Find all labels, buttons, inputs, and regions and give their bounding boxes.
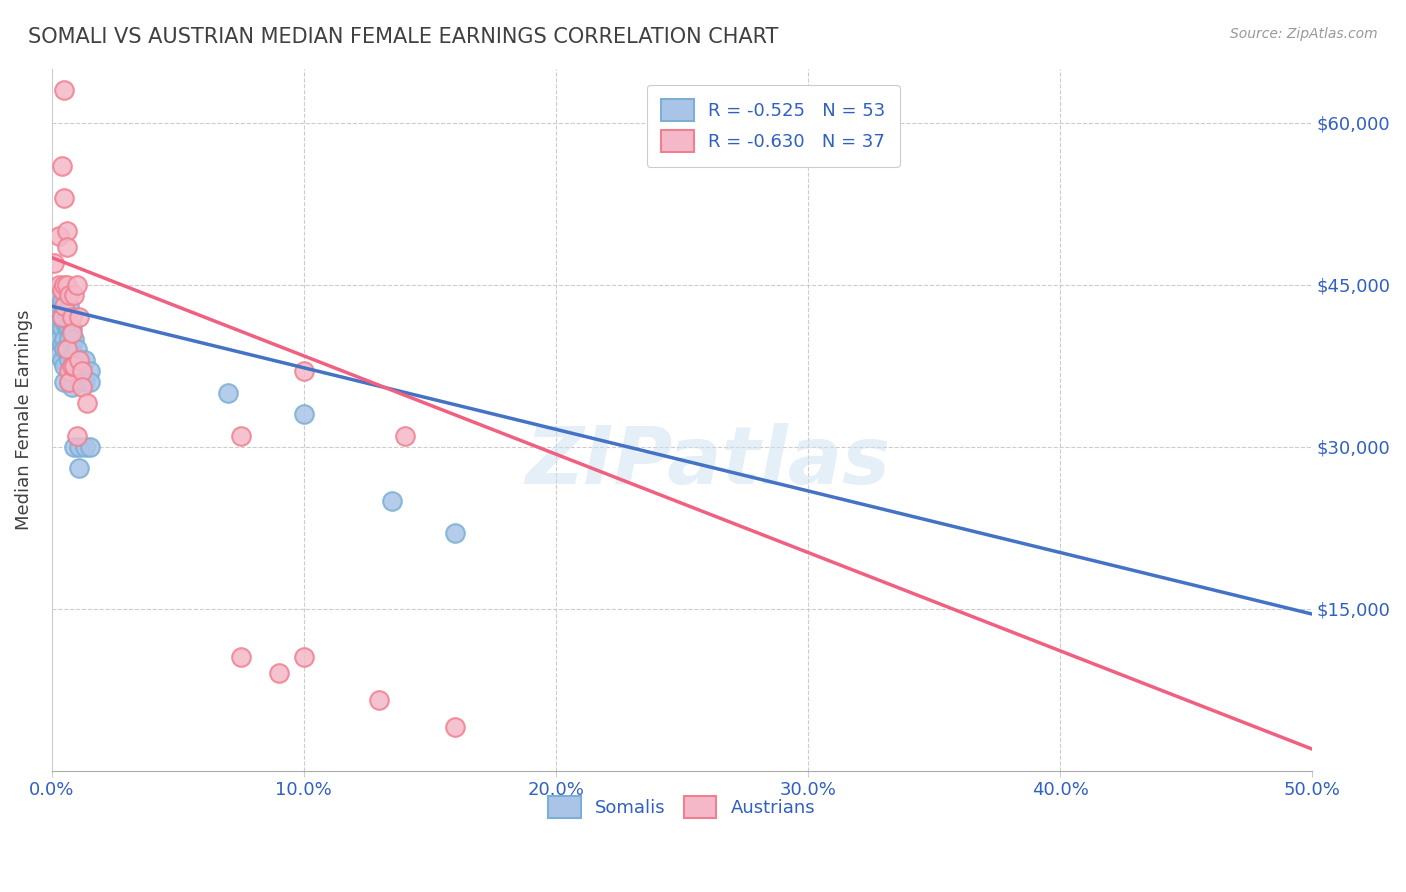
- Point: [79, 375, 101, 389]
- Point: [51, 310, 73, 324]
- Point: [69, 375, 91, 389]
- Point: [45, 283, 67, 297]
- Point: [63, 364, 86, 378]
- Point: [394, 429, 416, 443]
- Point: [217, 385, 239, 400]
- Point: [63, 332, 86, 346]
- Point: [66, 343, 89, 357]
- Point: [53, 359, 76, 373]
- Point: [368, 693, 391, 707]
- Point: [56, 343, 79, 357]
- Point: [58, 364, 80, 378]
- Point: [45, 299, 67, 313]
- Point: [51, 353, 73, 368]
- Point: [58, 353, 80, 368]
- Point: [66, 364, 89, 378]
- Point: [53, 332, 76, 346]
- Point: [48, 332, 70, 346]
- Point: [79, 364, 101, 378]
- Point: [58, 375, 80, 389]
- Point: [69, 461, 91, 475]
- Point: [292, 364, 315, 378]
- Point: [444, 721, 467, 735]
- Point: [45, 320, 67, 334]
- Point: [56, 304, 79, 318]
- Point: [58, 299, 80, 313]
- Point: [63, 348, 86, 362]
- Point: [63, 288, 86, 302]
- Point: [60, 326, 83, 341]
- Point: [66, 277, 89, 292]
- Point: [53, 315, 76, 329]
- Point: [44, 332, 66, 346]
- Point: [70, 364, 93, 378]
- Point: [69, 364, 91, 378]
- Point: [69, 310, 91, 324]
- Point: [229, 429, 252, 443]
- Point: [60, 310, 83, 324]
- Point: [73, 440, 96, 454]
- Text: SOMALI VS AUSTRIAN MEDIAN FEMALE EARNINGS CORRELATION CHART: SOMALI VS AUSTRIAN MEDIAN FEMALE EARNING…: [28, 27, 779, 46]
- Point: [292, 407, 315, 421]
- Point: [60, 320, 83, 334]
- Point: [48, 288, 70, 302]
- Point: [56, 240, 79, 254]
- Point: [444, 526, 467, 541]
- Point: [56, 320, 79, 334]
- Point: [58, 320, 80, 334]
- Point: [53, 277, 76, 292]
- Point: [56, 343, 79, 357]
- Point: [60, 359, 83, 373]
- Point: [63, 440, 86, 454]
- Point: [60, 380, 83, 394]
- Y-axis label: Median Female Earnings: Median Female Earnings: [15, 310, 32, 530]
- Point: [56, 223, 79, 237]
- Point: [48, 229, 70, 244]
- Text: ZIPatlas: ZIPatlas: [524, 423, 890, 500]
- Point: [63, 359, 86, 373]
- Point: [73, 353, 96, 368]
- Point: [73, 375, 96, 389]
- Point: [58, 332, 80, 346]
- Point: [51, 310, 73, 324]
- Point: [58, 288, 80, 302]
- Point: [381, 493, 404, 508]
- Point: [48, 277, 70, 292]
- Point: [292, 650, 315, 665]
- Point: [229, 650, 252, 665]
- Point: [56, 277, 79, 292]
- Point: [51, 337, 73, 351]
- Point: [79, 440, 101, 454]
- Point: [53, 191, 76, 205]
- Point: [51, 293, 73, 308]
- Legend: Somalis, Austrians: Somalis, Austrians: [541, 789, 823, 825]
- Point: [48, 348, 70, 362]
- Point: [53, 83, 76, 97]
- Point: [69, 353, 91, 368]
- Point: [58, 375, 80, 389]
- Point: [267, 666, 290, 681]
- Point: [76, 396, 98, 410]
- Point: [69, 353, 91, 368]
- Point: [44, 299, 66, 313]
- Point: [51, 159, 73, 173]
- Point: [44, 256, 66, 270]
- Point: [69, 440, 91, 454]
- Point: [70, 380, 93, 394]
- Point: [51, 283, 73, 297]
- Point: [48, 310, 70, 324]
- Point: [53, 343, 76, 357]
- Point: [53, 299, 76, 313]
- Point: [60, 337, 83, 351]
- Text: Source: ZipAtlas.com: Source: ZipAtlas.com: [1230, 27, 1378, 41]
- Point: [66, 429, 89, 443]
- Point: [51, 320, 73, 334]
- Point: [60, 359, 83, 373]
- Point: [53, 375, 76, 389]
- Point: [53, 299, 76, 313]
